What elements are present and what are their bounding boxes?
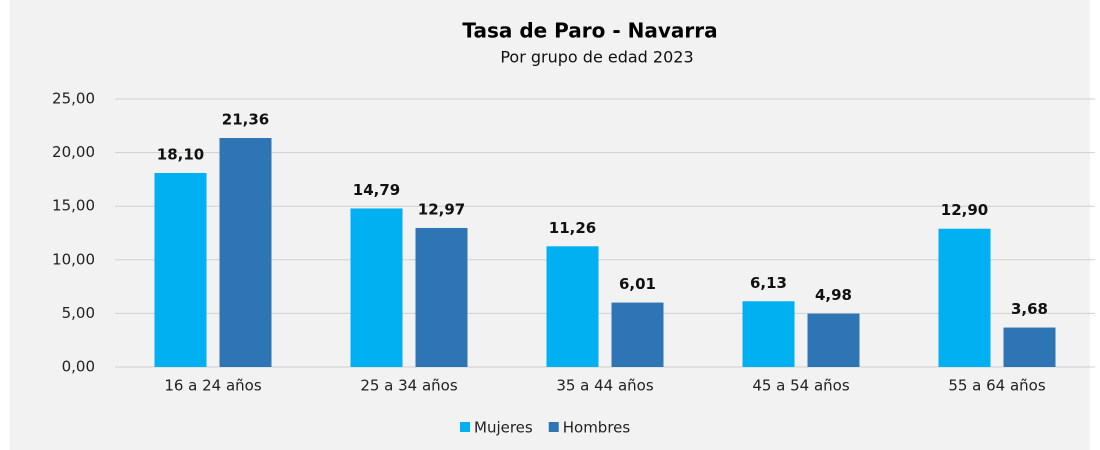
chart-title: Tasa de Paro - Navarra [462,19,717,43]
legend-swatch [548,422,559,432]
legend-label: Hombres [563,419,631,437]
chart-subtitle: Por grupo de edad 2023 [500,48,693,67]
data-label: 21,36 [222,111,269,129]
bar [742,301,795,367]
data-label: 12,90 [941,201,988,219]
x-tick-label: 25 a 34 años [360,377,458,395]
x-tick-label: 35 a 44 años [556,377,654,395]
bar [219,138,272,367]
data-label: 6,13 [750,274,787,292]
x-tick-label: 55 a 64 años [948,377,1046,395]
x-tick-label: 16 a 24 años [164,377,262,395]
bar [350,208,403,367]
data-label: 3,68 [1011,300,1048,318]
data-label: 12,97 [418,200,465,218]
data-label: 14,79 [353,181,400,199]
data-label: 18,10 [157,145,204,163]
x-tick-label: 45 a 54 años [752,377,850,395]
y-tick-label: 25,00 [52,90,95,108]
bar [154,172,207,367]
data-label: 4,98 [815,286,852,304]
bar [807,313,860,367]
y-tick-label: 5,00 [62,304,95,322]
y-tick-label: 0,00 [62,358,95,376]
legend-label: Mujeres [474,419,533,437]
legend-swatch [460,422,470,432]
bar [546,246,599,367]
y-tick-label: 15,00 [52,197,95,215]
data-label: 6,01 [619,275,656,293]
bar [611,302,664,367]
y-tick-label: 10,00 [52,250,95,268]
bar [1003,327,1056,367]
bar [415,227,468,367]
data-label: 11,26 [549,219,596,237]
y-tick-label: 20,00 [52,143,95,161]
bar [938,228,991,367]
